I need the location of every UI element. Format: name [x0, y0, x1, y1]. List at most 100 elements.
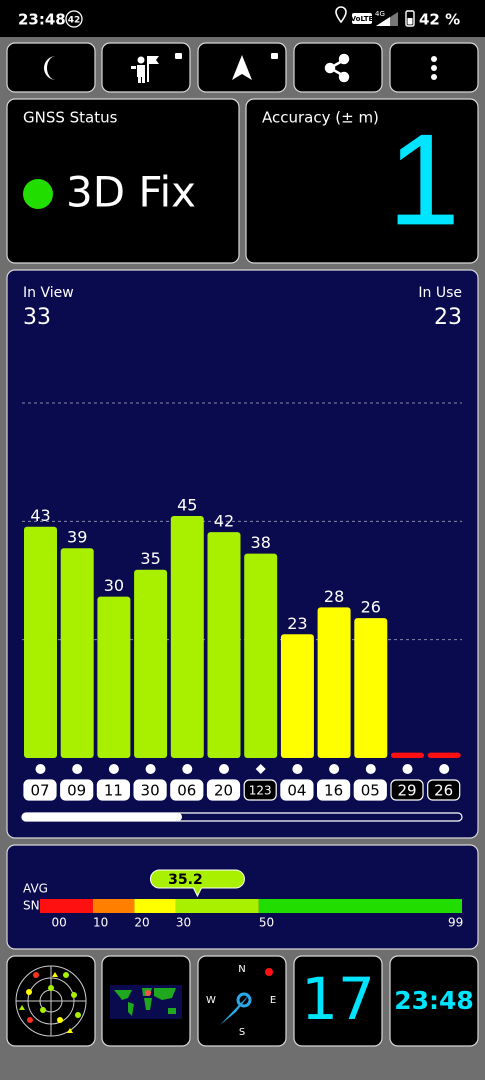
category-label: 07 — [30, 782, 49, 800]
bar — [317, 607, 351, 758]
category-label: 04 — [287, 782, 306, 800]
bar — [280, 634, 314, 758]
category-box — [170, 779, 204, 801]
category-label: 30 — [141, 782, 160, 800]
marker-dot — [329, 764, 340, 774]
bar — [391, 752, 424, 758]
category-box — [390, 779, 424, 801]
value-label: 23 — [287, 614, 307, 633]
avg-value: 35.2 — [168, 872, 203, 888]
network-type: 4G — [375, 10, 385, 18]
value-label: 28 — [324, 587, 344, 606]
fix-indicator — [23, 179, 53, 209]
badge-ring — [65, 10, 83, 28]
accuracy-value: 1 — [388, 106, 460, 252]
bar — [427, 752, 461, 758]
in-use-label: In Use — [418, 285, 462, 301]
snr-scale: 00 10 20 30 50 99 35.2 — [40, 869, 463, 930]
category-label: 20 — [214, 782, 233, 800]
category-label: 06 — [177, 782, 196, 800]
category-box — [133, 779, 167, 801]
snr-segment — [40, 899, 93, 913]
in-view-label: In View — [23, 285, 74, 301]
value-label: 39 — [67, 528, 87, 547]
category-label: 09 — [67, 782, 86, 800]
snr-tick-label: 30 — [176, 916, 191, 930]
marker-dot — [439, 764, 450, 774]
compass: N E S W — [206, 964, 276, 1038]
snr-panel — [6, 844, 479, 950]
share-button[interactable] — [293, 42, 383, 93]
category-box — [243, 779, 277, 801]
bar — [170, 515, 204, 758]
compass-letter: S — [239, 1027, 245, 1038]
marker-dot — [402, 764, 413, 774]
compass-letter: N — [238, 964, 245, 975]
fix-status: 3D Fix — [66, 168, 196, 217]
satellites-tile[interactable] — [293, 955, 383, 1047]
in-view: 33 — [23, 305, 51, 330]
navigate-icon — [232, 55, 252, 80]
value-label: 30 — [104, 576, 124, 595]
marker-dot — [108, 764, 119, 774]
marker-dot — [182, 764, 193, 774]
gnss-status-title: GNSS Status — [23, 109, 118, 127]
marker-dot — [145, 764, 156, 774]
value-label: 35 — [140, 549, 160, 568]
compass-letter: W — [206, 995, 216, 1006]
bar — [207, 532, 241, 758]
clock: 23:48 — [394, 986, 474, 1015]
category-label: 123 — [249, 784, 272, 798]
volte-box — [352, 13, 372, 24]
compass-marker — [265, 968, 273, 976]
scrollbar-thumb[interactable] — [22, 813, 182, 821]
snr-tick-label: 99 — [448, 916, 463, 930]
category-label: 11 — [104, 782, 123, 800]
gnss-status-tile — [6, 98, 240, 264]
category-box — [427, 779, 461, 801]
bar — [60, 548, 94, 758]
accuracy-title: Accuracy (± m) — [262, 109, 379, 127]
marker-dot — [219, 764, 229, 774]
compass-needle — [220, 994, 250, 1025]
volte: VoLTE — [351, 15, 374, 23]
bar — [24, 526, 57, 758]
marker-dot — [35, 764, 46, 774]
snr-tick-label: 00 — [52, 916, 67, 930]
value-label: 45 — [177, 495, 197, 514]
bar — [97, 596, 131, 758]
menu-icon — [431, 56, 437, 80]
compass-center — [236, 992, 252, 1008]
category-label: 16 — [324, 782, 343, 800]
marker-dot — [72, 764, 83, 774]
moon-icon — [44, 56, 56, 80]
sky-plot-icon — [15, 965, 87, 1037]
compass-tile[interactable] — [197, 955, 287, 1047]
night-mode-button[interactable] — [6, 42, 96, 93]
snr-segment — [134, 899, 176, 913]
clock-tile[interactable] — [389, 955, 479, 1047]
in-use: 23 — [434, 305, 462, 330]
category-label: 05 — [361, 782, 380, 800]
poi-button[interactable] — [101, 42, 191, 93]
category-label: 26 — [434, 782, 453, 800]
location-icon — [335, 6, 347, 24]
poi-icon — [131, 53, 182, 83]
category-box — [317, 779, 351, 801]
bar — [244, 553, 278, 758]
status-time: 23:48 — [18, 11, 66, 29]
snr-tick-label: 20 — [134, 916, 149, 930]
compass-letter: E — [270, 995, 276, 1006]
value-label: 42 — [214, 512, 234, 531]
snr-segment — [258, 899, 462, 913]
satellites-count: 17 — [301, 965, 375, 1033]
snr-chart: 43 07 39 09 30 11 35 30 45 06 42 20 38 123 23 04 28 16 26 0… — [22, 402, 462, 801]
badge: 42 — [68, 16, 81, 26]
category-label: 29 — [397, 782, 416, 800]
bar — [134, 569, 168, 758]
category-box — [96, 779, 131, 801]
value-label: 43 — [30, 506, 50, 525]
battery: 42 % — [419, 11, 460, 29]
snr-tick-label: 10 — [93, 916, 108, 930]
